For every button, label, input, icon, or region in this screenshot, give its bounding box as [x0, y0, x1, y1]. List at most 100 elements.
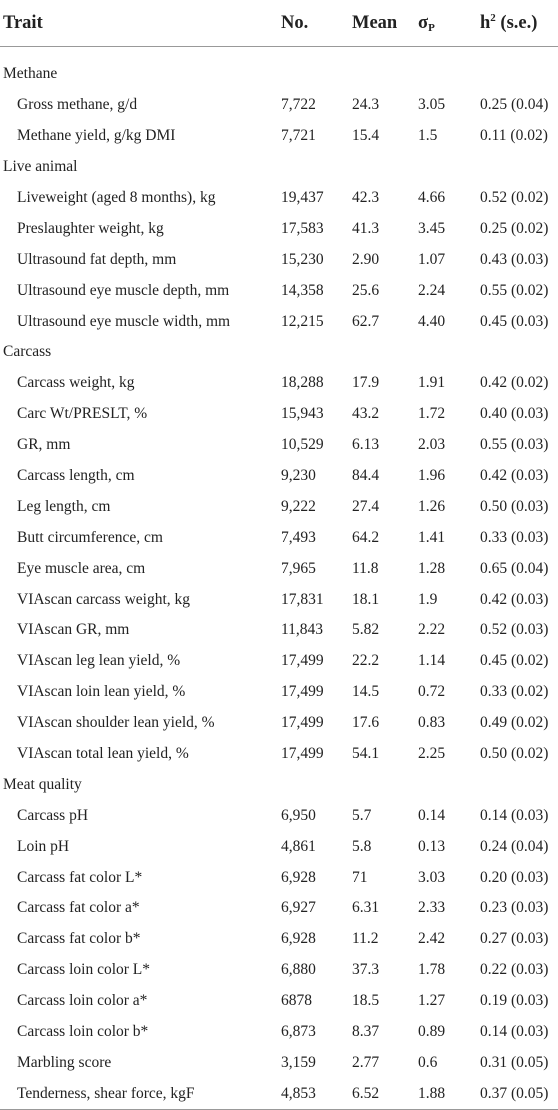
trait-name-cell: Ultrasound fat depth, mm: [17, 250, 177, 268]
table-row: Marbling score 3,159 2.77 0.6 0.31 (0.05): [0, 1048, 558, 1079]
table-row: VIAscan shoulder lean yield, % 17,499 17.6…: [0, 708, 558, 739]
phenotypic-sd-cell: 1.27: [418, 992, 446, 1010]
heritability-cell: 0.27 (0.03): [480, 930, 549, 948]
phenotypic-sd-cell: 1.26: [418, 497, 446, 515]
trait-name-cell: Carc Wt/PRESLT, %: [17, 405, 148, 423]
heritability-cell: 0.14 (0.03): [480, 806, 549, 824]
trait-name-cell: Carcass fat color b*: [17, 930, 141, 948]
mean-cell: 25.6: [352, 281, 380, 299]
table-row: VIAscan GR, mm 11,843 5.82 2.22 0.52 (0.03): [0, 615, 558, 646]
phenotypic-sd-cell: 1.78: [418, 961, 446, 979]
heritability-cell: 0.40 (0.03): [480, 405, 549, 423]
trait-name-cell: Butt circumference, cm: [17, 528, 163, 546]
count-cell: 17,499: [281, 683, 324, 701]
table-row: Carcass fat color a* 6,927 6.31 2.33 0.23 (0…: [0, 893, 558, 924]
count-cell: 9,222: [281, 497, 316, 515]
table-row: Carcass fat color b* 6,928 11.2 2.42 0.27 (0…: [0, 924, 558, 955]
header-sigma: σP: [418, 0, 480, 47]
mean-cell: 11.2: [352, 930, 379, 948]
heritability-cell: 0.11 (0.02): [480, 127, 548, 145]
heritability-cell: 0.37 (0.05): [480, 1078, 558, 1110]
table-row: Methane yield, g/kg DMI 7,721 15.4 1.5 0.11 …: [0, 121, 558, 152]
trait-name-cell: Ultrasound eye muscle width, mm: [17, 312, 231, 330]
header-no: No.: [281, 0, 352, 47]
table-row: Carcass loin color b* 6,873 8.37 0.89 0.14 (…: [0, 1017, 558, 1048]
trait-name-cell: Tenderness, shear force, kgF: [0, 1078, 281, 1110]
heritability-cell: 0.33 (0.03): [480, 528, 549, 546]
trait-name-cell: Carcass loin color b*: [17, 1023, 149, 1041]
sigma-subscript: P: [428, 21, 435, 34]
trait-name-cell: Carcass fat color L*: [17, 868, 143, 886]
phenotypic-sd-cell: 2.03: [418, 436, 446, 454]
count-cell: 9,230: [281, 467, 316, 485]
heritability-cell: 0.52 (0.03): [480, 621, 549, 639]
phenotypic-sd-cell: 0.72: [418, 683, 446, 701]
table-row: VIAscan leg lean yield, % 17,499 22.2 1.14 0…: [0, 646, 558, 677]
trait-name-cell: Carcass pH: [17, 806, 89, 824]
mean-cell: 15.4: [352, 127, 380, 145]
trait-name-cell: Preslaughter weight, kg: [17, 219, 164, 237]
count-cell: 6,928: [281, 868, 316, 886]
count-cell: 19,437: [281, 189, 324, 206]
mean-cell: 5.8: [352, 837, 372, 855]
heritability-cell: 0.42 (0.03): [480, 590, 549, 608]
table-row: Carc Wt/PRESLT, % 15,943 43.2 1.72 0.40 (0.0…: [0, 399, 558, 430]
heritability-cell: 0.45 (0.03): [480, 312, 549, 330]
count-cell: 4,861: [281, 837, 316, 855]
table-row: Preslaughter weight, kg 17,583 41.3 3.45 0.2…: [0, 213, 558, 244]
heritability-cell: 0.19 (0.03): [480, 992, 549, 1010]
heritability-cell: 0.43 (0.03): [480, 250, 549, 268]
phenotypic-sd-cell: 3.45: [418, 219, 446, 237]
phenotypic-sd-cell: 4.40: [418, 312, 446, 330]
group-label: Methane: [3, 65, 58, 83]
table-row: Loin pH 4,861 5.8 0.13 0.24 (0.04): [0, 831, 558, 862]
header-row: Trait No. Mean σP h2 (s.e.): [0, 0, 558, 47]
phenotypic-sd-cell: 4.66: [418, 189, 446, 206]
count-cell: 3,159: [281, 1053, 316, 1071]
count-cell: 6,880: [281, 961, 316, 979]
table-row: Eye muscle area, cm 7,965 11.8 1.28 0.65 (0.…: [0, 553, 558, 584]
count-cell: 17,499: [281, 745, 324, 763]
table-row: Tenderness, shear force, kgF 4,853 6.52 1.8…: [0, 1078, 558, 1110]
count-cell: 6,950: [281, 806, 316, 824]
phenotypic-sd-cell: 2.22: [418, 621, 446, 639]
count-cell: 15,230: [281, 250, 324, 268]
header-mean: Mean: [352, 0, 418, 47]
heritability-cell: 0.52 (0.02): [480, 189, 549, 206]
h2-rest: (s.e.): [495, 13, 538, 34]
phenotypic-sd-cell: 0.83: [418, 714, 446, 732]
mean-cell: 54.1: [352, 745, 380, 763]
table-row: Carcass pH 6,950 5.7 0.14 0.14 (0.03): [0, 800, 558, 831]
group-label: Live animal: [3, 158, 78, 176]
heritability-cell: 0.50 (0.03): [480, 497, 549, 515]
heritability-cell: 0.42 (0.02): [480, 374, 549, 392]
count-cell: 18,288: [281, 374, 324, 392]
table-row: VIAscan loin lean yield, % 17,499 14.5 0.72…: [0, 677, 558, 708]
phenotypic-sd-cell: 1.9: [418, 590, 438, 608]
count-cell: 17,499: [281, 714, 324, 732]
count-cell: 11,843: [281, 621, 324, 639]
mean-cell: 37.3: [352, 961, 380, 979]
table-row: Carcass loin color a* 6878 18.5 1.27 0.19 (0…: [0, 986, 558, 1017]
count-cell: 4,853: [281, 1078, 352, 1110]
phenotypic-sd-cell: 1.28: [418, 559, 446, 577]
trait-name-cell: VIAscan loin lean yield, %: [17, 683, 186, 701]
trait-name-cell: Carcass loin color a*: [17, 992, 148, 1010]
group-row: Meat quality: [0, 769, 558, 800]
mean-cell: 18.1: [352, 590, 380, 608]
mean-cell: 2.77: [352, 1053, 380, 1071]
phenotypic-sd-cell: 0.14: [418, 806, 446, 824]
count-cell: 17,499: [281, 652, 324, 670]
phenotypic-sd-cell: 2.25: [418, 745, 446, 763]
heritability-cell: 0.42 (0.03): [480, 467, 549, 485]
table-row: Carcass loin color L* 6,880 37.3 1.78 0.22 (…: [0, 955, 558, 986]
trait-name-cell: Liveweight (aged 8 months), kg: [17, 189, 216, 206]
group-row: Methane: [0, 47, 558, 90]
table-row: Ultrasound fat depth, mm 15,230 2.90 1.07 0.…: [0, 244, 558, 275]
trait-name-cell: Eye muscle area, cm: [17, 559, 146, 577]
mean-cell: 18.5: [352, 992, 380, 1010]
mean-cell: 22.2: [352, 652, 380, 670]
table-row: Carcass length, cm 9,230 84.4 1.96 0.42 (0.0…: [0, 461, 558, 492]
table-row: Ultrasound eye muscle width, mm 12,215 62.…: [0, 306, 558, 337]
phenotypic-sd-cell: 1.5: [418, 127, 438, 145]
